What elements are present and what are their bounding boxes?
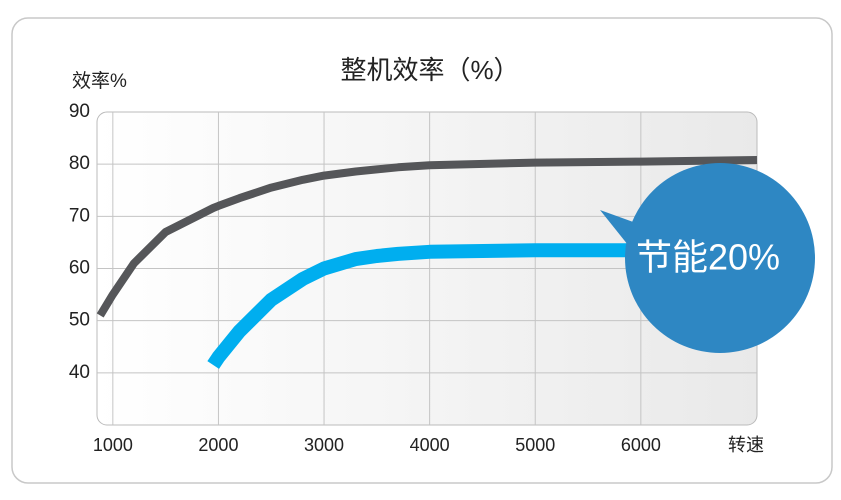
x-tick-label: 6000 [621,435,661,455]
x-axis-label: 转速 [728,435,764,455]
y-tick-label: 90 [69,101,90,122]
y-tick-label: 40 [69,362,90,383]
y-axis-label: 效率% [72,70,127,92]
series-line [96,156,758,318]
x-tick-label: 3000 [304,435,344,455]
x-tick-label: 1000 [93,435,133,455]
x-tick-label: 2000 [198,435,238,455]
annotation: 节能20% [636,237,780,278]
chart-title: 整机效率（%） [340,55,519,85]
y-tick-label: 70 [69,205,90,226]
y-tick-label: 80 [69,153,90,174]
x-tick-label: 5000 [515,435,555,455]
x-tick-label: 4000 [410,435,450,455]
series-line [207,243,641,369]
callout-circle [625,163,815,353]
y-tick-label: 50 [69,310,90,331]
y-tick-label: 60 [69,258,90,279]
